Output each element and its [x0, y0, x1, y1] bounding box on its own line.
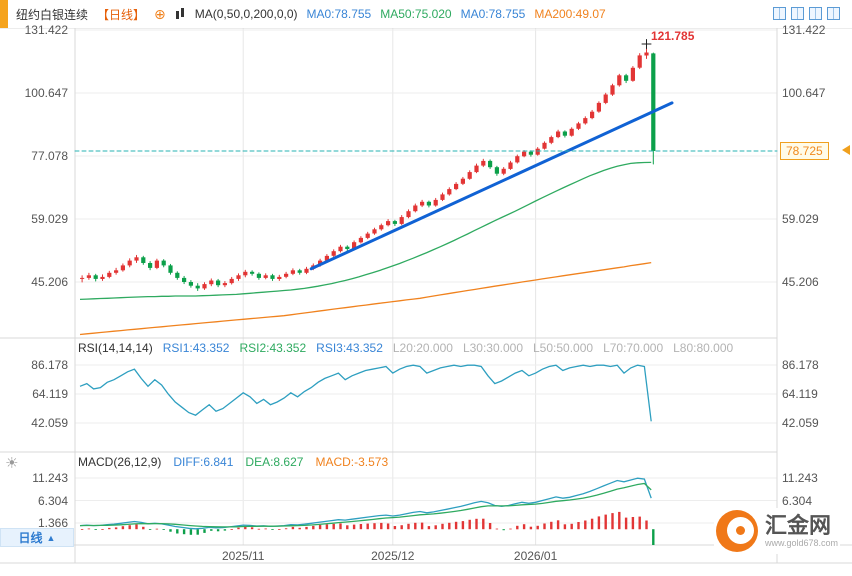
price-axis-label: 11.243: [782, 471, 818, 485]
layout-split-icon[interactable]: [791, 7, 804, 20]
rsi1-value: RSI1:43.352: [162, 341, 230, 355]
add-indicator-icon[interactable]: ⊕: [154, 6, 166, 22]
ma200-value: MA200:49.07: [534, 7, 606, 21]
rsi-level-80: L80:80.000: [673, 341, 734, 355]
period-selector-label: 日线: [18, 531, 43, 545]
price-axis-label: 131.422: [782, 23, 826, 37]
rsi-level-50: L50:50.000: [533, 341, 594, 355]
ma0-value: MA0:78.755: [306, 7, 372, 21]
macd-indicator-header: MACD(26,12,9) DIFF:6.841 DEA:8.627 MACD:…: [78, 455, 388, 469]
chevron-up-icon: ▲: [46, 532, 56, 543]
site-logo: 汇金网 www.gold678.com: [714, 508, 841, 554]
price-axis-label: 64.119: [32, 386, 68, 401]
current-price-tag: 78.725: [780, 142, 829, 160]
price-axis-label: 86.178: [31, 358, 68, 372]
price-axis-label: 6.304: [37, 493, 68, 508]
price-axis-label: 42.059: [782, 416, 819, 430]
price-axis-label: 59.029: [782, 212, 819, 226]
peak-price-label: 121.785: [651, 29, 695, 43]
layout-quad-icon[interactable]: [827, 7, 840, 20]
price-axis-label: 86.178: [782, 358, 819, 372]
theme-sun-icon[interactable]: ☀: [5, 455, 19, 472]
price-axis-label: 11.243: [32, 471, 68, 485]
ma-settings-label[interactable]: MA(0,50,0,200,0,0): [194, 7, 298, 21]
date-axis-label: 2025/11: [221, 549, 265, 563]
price-axis-label: 6.304: [782, 493, 813, 508]
macd-value: MACD:-3.573: [315, 455, 389, 469]
layout-grid-icon[interactable]: [809, 7, 822, 20]
rsi3-value: RSI3:43.352: [316, 341, 383, 355]
logo-flame-icon: [716, 510, 758, 552]
rsi-title[interactable]: RSI(14,14,14): [78, 341, 153, 355]
price-axis-label: 1.366: [37, 516, 68, 530]
rsi-level-30: L30:30.000: [462, 341, 523, 355]
period-tag: 【日线】: [97, 7, 146, 22]
date-axis-label: 2026/01: [513, 549, 558, 563]
period-selector-button[interactable]: 日线 ▲: [0, 528, 74, 547]
macd-diff-value: DIFF:6.841: [173, 455, 234, 469]
left-accent-strip: [0, 0, 8, 28]
macd-title[interactable]: MACD(26,12,9): [78, 455, 162, 469]
rsi2-value: RSI2:43.352: [239, 341, 307, 355]
price-axis-label: 100.647: [24, 86, 68, 100]
date-axis-label: 2025/12: [371, 549, 415, 563]
layout-single-icon[interactable]: [773, 7, 786, 20]
logo-text: 汇金网: [765, 513, 832, 539]
ma0-value-2: MA0:78.755: [460, 7, 526, 21]
price-axis-label: 42.059: [31, 416, 68, 430]
chart-layout-toolbar: [773, 7, 840, 20]
instrument-title: 纽约白银连续: [16, 7, 89, 22]
price-axis-label: 45.206: [782, 275, 819, 289]
rsi-level-70: L70:70.000: [603, 341, 664, 355]
chart-header: 纽约白银连续 【日线】 ⊕ MA(0,50,0,200,0,0) MA0:78.…: [0, 0, 852, 28]
price-edge-arrow-icon: [842, 145, 850, 155]
logo-url: www.gold678.com: [765, 537, 839, 548]
price-axis-label: 45.206: [31, 275, 68, 289]
price-axis-label: 77.078: [31, 149, 68, 163]
price-axis-label: 64.119: [782, 386, 818, 401]
price-axis-label: 59.029: [31, 212, 68, 226]
candlestick-icon[interactable]: [175, 8, 186, 20]
rsi-level-20: L20:20.000: [392, 341, 453, 355]
ma50-value: MA50:75.020: [380, 7, 452, 21]
macd-dea-value: DEA:8.627: [245, 455, 304, 469]
price-axis-label: 131.422: [24, 23, 68, 37]
rsi-indicator-header: RSI(14,14,14) RSI1:43.352 RSI2:43.352 RS…: [78, 341, 733, 355]
price-axis-label: 100.647: [782, 86, 826, 100]
